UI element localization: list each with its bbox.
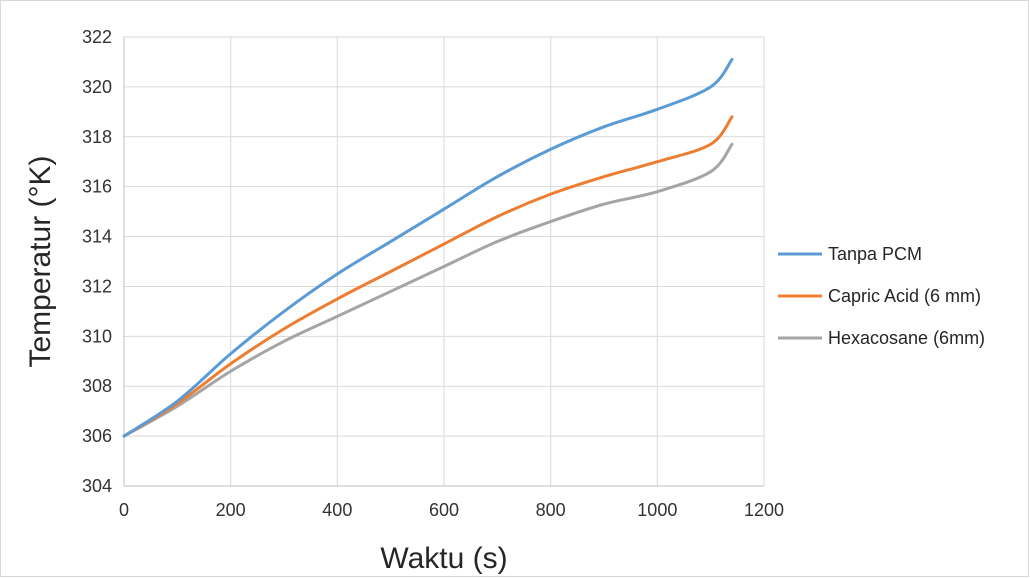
grid-lines [124,36,765,486]
x-tick-label: 0 [119,500,129,520]
legend-item: Hexacosane (6mm) [778,328,985,348]
x-tick-label: 800 [536,500,566,520]
axes [123,37,764,487]
x-tick-label: 600 [429,500,459,520]
legend-label: Tanpa PCM [828,244,922,264]
x-axis-title: Waktu (s) [380,542,507,575]
legend-item: Capric Acid (6 mm) [778,286,981,306]
y-tick-label: 314 [82,227,112,247]
y-axis-title: Temperatur (°K) [24,155,57,367]
legend-label: Hexacosane (6mm) [828,328,985,348]
tick-labels: 304 306 308 310 312 314 316 318 320 322 0 200 400 600… [82,27,784,520]
y-tick-label: 318 [82,127,112,147]
y-tick-label: 316 [82,177,112,197]
series-line-hexacosane-6mm [122,142,734,438]
legend-item: Tanpa PCM [778,244,922,264]
x-tick-label: 1000 [637,500,677,520]
x-tick-label: 400 [322,500,352,520]
y-tick-label: 306 [82,426,112,446]
series-lines [122,57,734,438]
x-tick-label: 1200 [744,500,784,520]
x-tick-label: 200 [216,500,246,520]
series-line-tanpa-pcm [122,57,734,438]
legend-label: Capric Acid (6 mm) [828,286,981,306]
series-line-capric-acid-6-mm [122,115,734,438]
y-tick-label: 310 [82,326,112,346]
y-tick-label: 320 [82,77,112,97]
legend: Tanpa PCM Capric Acid (6 mm) Hexacosane (6… [778,244,985,348]
y-tick-label: 312 [82,276,112,296]
y-tick-label: 304 [82,476,112,496]
y-tick-label: 322 [82,27,112,47]
y-tick-label: 308 [82,376,112,396]
